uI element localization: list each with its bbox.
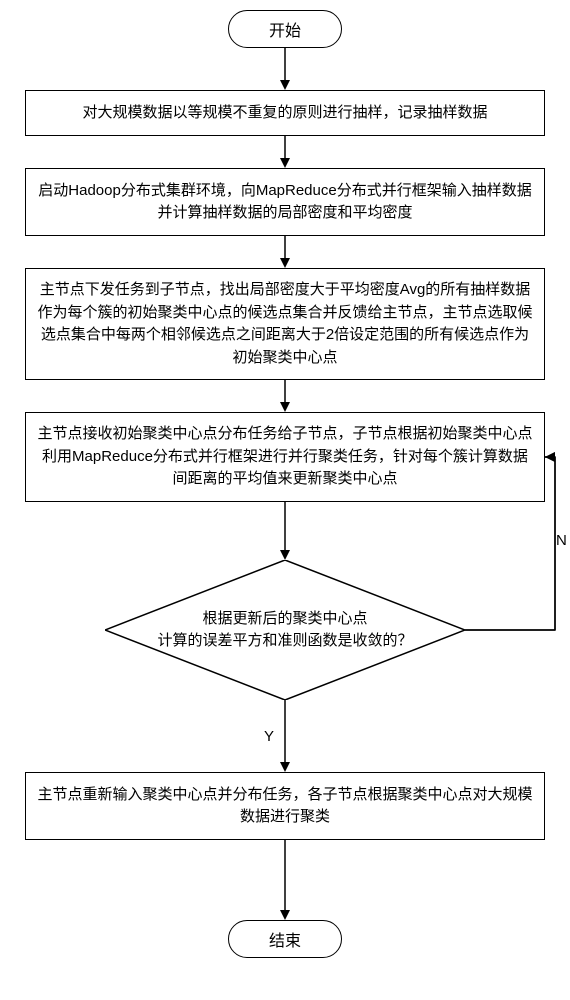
arrow-step2-step3 [280,236,290,268]
arrow-start-step1 [280,48,290,90]
arrow-step5-end [280,840,290,920]
arrow-yes [280,700,290,772]
step3-process: 主节点下发任务到子节点，找出局部密度大于平均密度Avg的所有抽样数据作为每个簇的… [25,268,545,380]
decision-label: 根据更新后的聚类中心点 计算的误差平方和准则函数是收敛的？ [157,608,412,653]
arrow-step1-step2 [280,136,290,168]
arrow-step3-step4 [280,380,290,412]
start-terminator: 开始 [228,10,342,48]
step2-label: 启动Hadoop分布式集群环境，向MapReduce分布式并行框架输入抽样数据并… [36,180,534,225]
end-label: 结束 [269,927,301,951]
step4-label: 主节点接收初始聚类中心点分布任务给子节点，子节点根据初始聚类中心点利用MapRe… [36,423,534,491]
end-terminator: 结束 [228,920,342,958]
step1-process: 对大规模数据以等规模不重复的原则进行抽样，记录抽样数据 [25,90,545,136]
arrow-step4-decision [280,502,290,560]
no-label: N [556,532,567,549]
step2-process: 启动Hadoop分布式集群环境，向MapReduce分布式并行框架输入抽样数据并… [25,168,545,236]
decision-diamond: 根据更新后的聚类中心点 计算的误差平方和准则函数是收敛的？ [105,560,465,700]
step5-process: 主节点重新输入聚类中心点并分布任务，各子节点根据聚类中心点对大规模数据进行聚类 [25,772,545,840]
arrow-no-loop [465,447,565,637]
step1-label: 对大规模数据以等规模不重复的原则进行抽样，记录抽样数据 [82,102,487,125]
yes-label: Y [264,728,274,745]
step3-label: 主节点下发任务到子节点，找出局部密度大于平均密度Avg的所有抽样数据作为每个簇的… [36,279,534,369]
step5-label: 主节点重新输入聚类中心点并分布任务，各子节点根据聚类中心点对大规模数据进行聚类 [36,784,534,829]
start-label: 开始 [269,17,301,41]
